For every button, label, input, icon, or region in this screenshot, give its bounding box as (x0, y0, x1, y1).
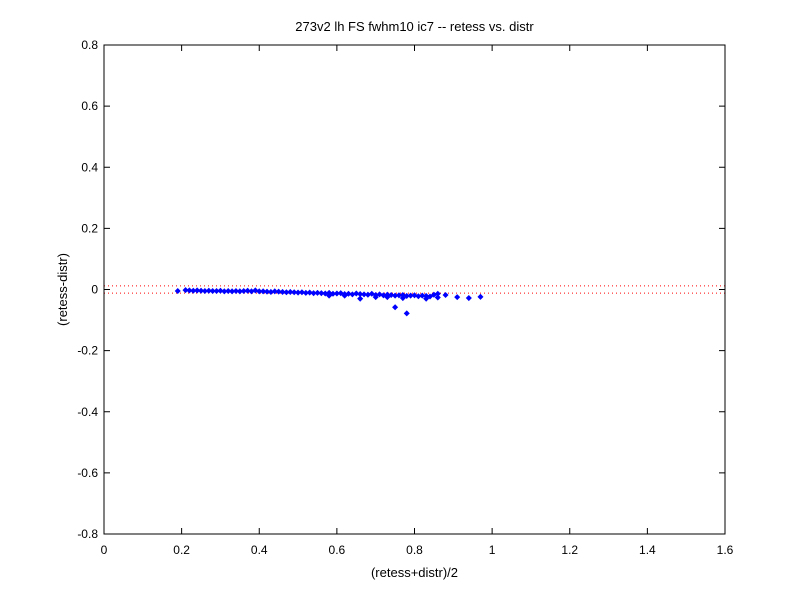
data-point (279, 288, 286, 295)
x-tick-label: 0.4 (251, 543, 268, 557)
y-tick-label: -0.4 (77, 405, 98, 419)
x-tick-label: 0.2 (173, 543, 190, 557)
data-point (263, 288, 271, 295)
x-axis-label: (retess+distr)/2 (371, 565, 458, 580)
y-tick-label: -0.8 (77, 527, 98, 541)
y-tick-label: 0.6 (81, 99, 98, 113)
data-point (454, 294, 461, 301)
data-point (271, 288, 278, 295)
y-tick-label: 0 (91, 283, 98, 297)
x-tick-label: 0.8 (406, 543, 423, 557)
data-point (306, 289, 313, 296)
data-point (186, 287, 193, 294)
y-tick-label: -0.6 (77, 466, 98, 480)
data-point (477, 293, 484, 300)
y-tick-label: 0.2 (81, 221, 98, 235)
data-point (465, 295, 472, 302)
data-point (182, 287, 189, 294)
data-point (442, 291, 449, 299)
data-point (419, 292, 426, 299)
data-point (326, 292, 333, 299)
axis-ticks: 0 0.2 0.4 0.6 0.8 1 1.2 1.4 1.6 -0.8 -0.6 -0.4 -0.2 0… (77, 38, 733, 557)
y-tick-label: -0.2 (77, 344, 98, 358)
x-tick-label: 0.6 (329, 543, 346, 557)
data-point (388, 291, 395, 299)
data-point (376, 291, 383, 298)
data-point (198, 287, 205, 294)
x-tick-label: 0 (101, 543, 108, 557)
plot-frame (103, 44, 726, 535)
data-point (427, 293, 434, 300)
y-tick-label: 0.4 (81, 160, 98, 174)
data-point (275, 288, 282, 295)
data-point (232, 288, 239, 295)
data-point (205, 287, 212, 294)
data-point (372, 294, 379, 301)
data-point (287, 288, 294, 295)
data-point (291, 289, 298, 296)
x-tick-label: 1.6 (717, 543, 734, 557)
data-point (217, 287, 224, 294)
data-point (314, 289, 321, 296)
x-tick-label: 1 (489, 543, 496, 557)
data-point (260, 288, 267, 295)
data-point (392, 304, 399, 311)
data-point (399, 295, 406, 302)
data-point (298, 289, 305, 296)
data-point (357, 295, 364, 302)
data-point (318, 290, 325, 297)
y-tick-label: 0.8 (81, 38, 98, 52)
data-point (337, 290, 344, 297)
data-point (341, 292, 348, 299)
data-point (403, 310, 410, 317)
data-point (361, 291, 368, 298)
data-point (225, 288, 232, 295)
data-points (174, 287, 484, 317)
data-point (174, 288, 181, 295)
x-tick-label: 1.2 (561, 543, 578, 557)
y-axis-label: (retess-distr) (55, 253, 70, 326)
data-point (345, 290, 352, 297)
chart-title: 273v2 lh FS fwhm10 ic7 -- retess vs. dis… (295, 19, 534, 34)
data-point (423, 295, 430, 302)
data-point (353, 290, 360, 297)
data-point (384, 294, 391, 301)
x-tick-label: 1.4 (639, 543, 656, 557)
data-point (244, 287, 251, 294)
data-point (194, 287, 201, 294)
data-point (434, 294, 441, 301)
